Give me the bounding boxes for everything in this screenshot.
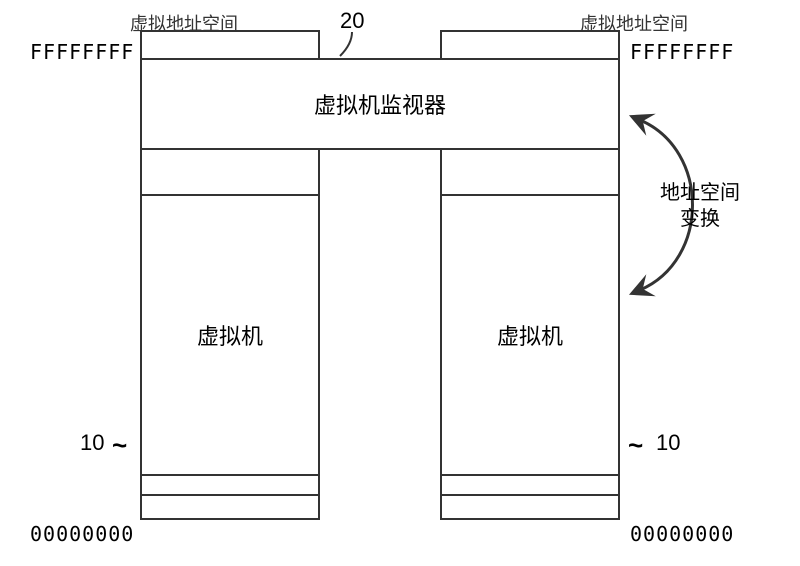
transform-label: 地址空间 变换: [660, 180, 740, 232]
bottom-right: [440, 496, 620, 520]
monitor-label: 虚拟机监视器: [314, 88, 446, 120]
transform-label-line1: 地址空间: [660, 182, 740, 204]
col-left-top-seg: [140, 30, 320, 58]
diagram-root: 虚拟地址空间 虚拟地址空间 FFFFFFFF FFFFFFFF 20 虚拟机监视…: [40, 10, 760, 556]
spacer-right: [440, 150, 620, 196]
spacer-left: [140, 150, 320, 196]
addr-low-right: 00000000: [630, 522, 734, 546]
addr-high-left: FFFFFFFF: [30, 40, 134, 64]
thin-right: [440, 476, 620, 496]
vm-label-left: 虚拟机: [197, 319, 263, 351]
tilde-right: ~: [628, 430, 643, 461]
addr-high-right: FFFFFFFF: [630, 40, 734, 64]
tilde-left: ~: [112, 430, 127, 461]
vm-label-right: 虚拟机: [497, 319, 563, 351]
bottom-left: [140, 496, 320, 520]
vm-box-right: 虚拟机: [440, 196, 620, 476]
addr-low-left: 00000000: [30, 522, 134, 546]
transform-label-line2: 变换: [680, 208, 720, 230]
ref-10-right: 10: [656, 430, 680, 456]
thin-left: [140, 476, 320, 496]
col-right-top-seg: [440, 30, 620, 58]
leader-20: [340, 30, 370, 60]
ref-10-left: 10: [80, 430, 104, 456]
vm-box-left: 虚拟机: [140, 196, 320, 476]
monitor-box: 虚拟机监视器: [140, 58, 620, 150]
